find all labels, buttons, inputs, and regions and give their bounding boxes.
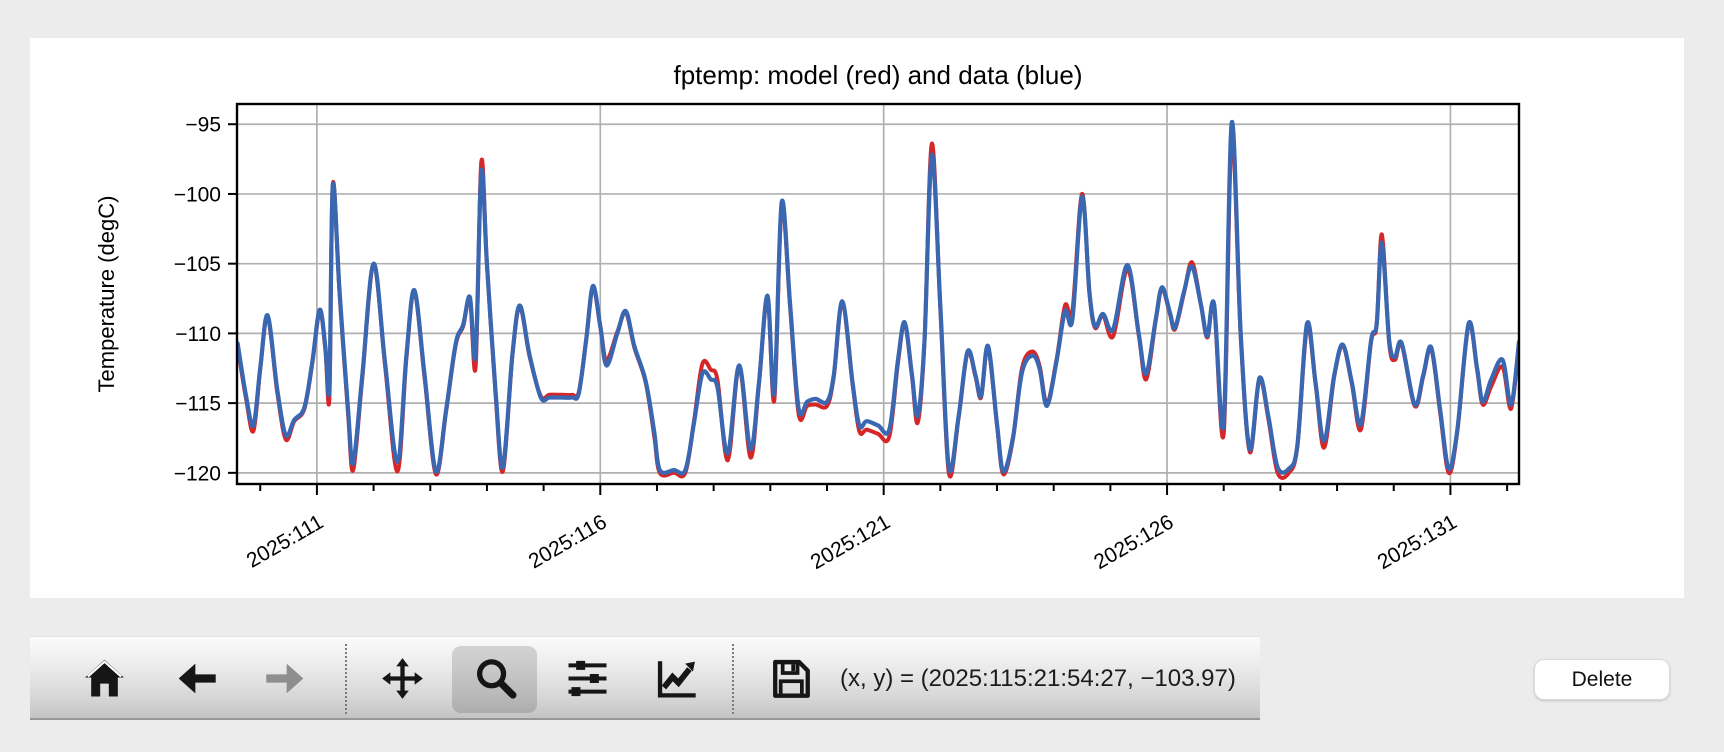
save-button[interactable] xyxy=(760,643,820,713)
back-arrow-icon xyxy=(178,663,216,693)
grid-lines xyxy=(237,104,1519,484)
zoom-magnifier-icon xyxy=(476,658,516,699)
svg-text:2025:126: 2025:126 xyxy=(1090,510,1177,574)
status-label: (x, y) = (2025:115:21:54:27, −103.97) xyxy=(840,665,1236,692)
zoom-button[interactable] xyxy=(465,643,525,713)
back-button[interactable] xyxy=(167,643,227,713)
matplotlib-toolbar: (x, y) = (2025:115:21:54:27, −103.97) xyxy=(30,636,1260,720)
zoom-active-highlight xyxy=(452,646,537,713)
series-data xyxy=(237,119,1519,476)
data-series xyxy=(237,119,1519,480)
svg-text:−95: −95 xyxy=(185,114,221,137)
svg-text:−110: −110 xyxy=(175,323,221,346)
svg-text:2025:121: 2025:121 xyxy=(807,510,894,574)
home-icon xyxy=(84,659,124,697)
subplots-button[interactable] xyxy=(557,643,617,713)
save-floppy-icon xyxy=(772,659,810,698)
figure-card: −95 −100 −105 −110 −115 −120 2025:111 2025:116 2… xyxy=(30,38,1684,598)
svg-text:2025:131: 2025:131 xyxy=(1374,510,1461,574)
home-button[interactable] xyxy=(74,643,134,713)
forward-button[interactable] xyxy=(254,643,314,713)
cursor-coordinates-readout: (x, y) = (2025:115:21:54:27, −103.97) xyxy=(840,637,1236,721)
chart-title: fptemp: model (red) and data (blue) xyxy=(674,60,1083,90)
svg-text:2025:116: 2025:116 xyxy=(525,510,611,573)
svg-text:2025:111: 2025:111 xyxy=(243,510,328,572)
delete-button[interactable]: Delete xyxy=(1534,659,1670,700)
toolbar-separator xyxy=(732,644,734,714)
svg-text:−120: −120 xyxy=(174,462,221,485)
line-chart-icon xyxy=(657,660,696,697)
toolbar-separator xyxy=(345,644,347,714)
svg-text:−105: −105 xyxy=(174,253,221,276)
plot-canvas[interactable]: −95 −100 −105 −110 −115 −120 2025:111 2025:116 2… xyxy=(30,38,1684,598)
pan-move-icon xyxy=(381,657,423,699)
axes-spines-ticks xyxy=(228,102,1521,495)
customize-button[interactable] xyxy=(646,643,706,713)
svg-text:−100: −100 xyxy=(174,183,221,206)
pan-button[interactable] xyxy=(372,643,432,713)
svg-text:−115: −115 xyxy=(175,393,221,416)
y-axis-label: Temperature (degC) xyxy=(94,196,119,393)
sliders-icon xyxy=(568,660,606,696)
forward-arrow-icon xyxy=(265,663,303,693)
